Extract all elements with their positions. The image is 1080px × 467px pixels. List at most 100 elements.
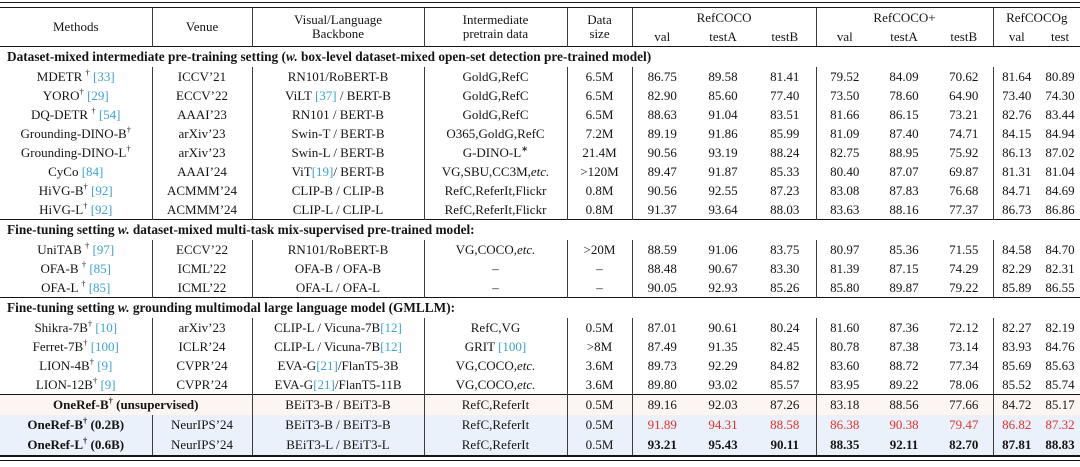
cell-pretrain-data: VG,COCO,etc. [423,240,567,259]
score-cell: 86.82 [992,415,1041,435]
score-cell: 81.60 [815,318,874,337]
score-cell: 88.48 [631,259,692,278]
citation-link[interactable]: [100] [90,338,119,354]
cell-backbone: BEiT3-B / BEiT3-B [251,415,424,435]
cell-data-size: – [566,259,632,278]
header-row-groups: Methods Venue Visual/Language Backbone Inter… [0,8,1080,47]
cell-data-size: 6.5M [566,105,632,124]
cell-pretrain-data: RefC,ReferIt,Flickr [423,200,567,220]
score-cell: 85.99 [770,125,800,141]
cell-pretrain-data: VG,COCO,etc. [423,375,567,395]
sub-header-refcocog-test: test [1040,27,1080,47]
score-cell: 84.69 [1045,182,1075,198]
cell-pretrain-data: GoldG,RefC [423,105,567,124]
asterisk-mark: ∗ [521,143,529,154]
score-cell: 81.31 [992,162,1041,181]
cell-method: Grounding-DINO-B† [20,124,131,141]
cell-venue: arXiv’23 [151,143,252,162]
score-cell: 83.93 [992,337,1041,356]
cell-data-size: 0.8M [566,200,632,220]
score-cell: 90.05 [631,278,692,298]
score-cell: 81.09 [815,124,874,143]
cell-data-size: 3.6M [566,356,632,375]
sub-header-refcoco-plus-testA: testA [873,27,936,47]
citation-link[interactable]: [21] [313,376,335,392]
citation-link[interactable]: [19] [311,163,334,179]
score-cell: 86.75 [631,67,692,86]
table-row: UniTAB † [97] ECCV’22 RN101/RoBERT-B VG,COC… [0,240,1080,259]
table-row: HiVG-B† [92] ACMMM’24 CLIP-B / CLIP-B RefC,… [0,181,1080,200]
score-cell: 78.60 [889,87,919,103]
citation-link[interactable]: [9] [100,376,116,392]
score-cell: 81.04 [1045,163,1075,179]
score-cell: 85.89 [992,278,1041,298]
sub-header-refcoco-testB: testB [754,27,817,47]
dagger-mark: † [83,200,88,211]
citation-link[interactable]: [85] [89,260,111,276]
cell-data-size: 21.4M [566,143,632,162]
citation-link[interactable]: [92] [90,201,113,217]
score-cell: 90.56 [631,143,692,162]
score-cell: 85.63 [1045,357,1075,373]
citation-link[interactable]: [33] [93,68,115,84]
cell-method: UniTAB † [97] [37,240,115,257]
cell-pretrain-data: – [423,278,567,298]
score-cell: 84.94 [1045,125,1075,141]
score-cell: 91.06 [708,241,738,257]
score-cell: 80.24 [770,319,800,335]
citation-link[interactable]: [29] [87,87,109,103]
score-cell: 88.59 [631,240,692,259]
citation-link[interactable]: [85] [88,279,111,295]
score-cell: 89.87 [889,279,919,295]
cell-pretrain-data: RefC,ReferIt [423,394,567,415]
score-cell: 71.55 [949,241,979,257]
citation-link[interactable]: [97] [92,241,115,257]
citation-link[interactable]: [9] [97,357,113,373]
cell-data-size: 6.5M [566,67,632,86]
score-cell: 79.22 [949,279,979,295]
score-cell: 91.86 [708,125,738,141]
citation-link[interactable]: [54] [98,106,121,122]
citation-link[interactable]: [84] [81,163,104,179]
score-cell: 90.56 [631,181,692,200]
score-cell: 82.90 [631,86,692,105]
score-cell: 91.89 [631,415,692,435]
citation-link[interactable]: [92] [91,182,113,198]
cell-backbone: EVA-G[21]/FlanT5-3B [251,356,424,375]
score-cell: 83.60 [815,356,874,375]
score-cell: 90.38 [873,415,936,435]
score-cell: 86.15 [889,106,919,122]
cell-venue: ICML’22 [151,278,252,298]
cell-method: HiVG-B† [92] [38,181,113,198]
cell-pretrain-data: GRIT [100] [423,337,567,356]
score-cell: 87.01 [631,318,692,337]
citation-link[interactable]: [37] [314,87,337,103]
score-cell: 79.52 [815,67,874,86]
cell-method: DQ-DETR † [54] [31,105,121,122]
score-cell: 82.76 [992,105,1041,124]
table-row: Ferret-7B† [100] ICLR’24 CLIP-L / Vicuna-7… [0,337,1080,356]
citation-link[interactable]: [12] [380,338,402,354]
score-cell: 85.69 [992,356,1041,375]
cell-backbone: BEiT3-B / BEiT3-B [251,394,424,415]
dagger-mark: † [81,259,87,270]
score-cell: 74.71 [949,125,979,141]
score-cell: 84.71 [992,181,1041,200]
section-header-row: Dataset-mixed intermediate pre-training … [0,46,1080,67]
cell-pretrain-data: O365,GoldG,RefC [423,124,567,143]
citation-link[interactable]: [10] [95,319,118,335]
citation-link[interactable]: [12] [380,319,402,335]
cell-method: OFA-L † [85] [41,278,111,295]
table-row: Grounding-DINO-L† arXiv’23 Swin-L / BERT-B… [0,143,1080,162]
score-cell: 81.64 [992,67,1041,86]
dagger-mark: † [92,375,98,386]
cell-venue: arXiv’23 [151,318,252,337]
cell-backbone: RN101/RoBERT-B [251,240,424,259]
cell-method: LION-12B† [9] [35,375,116,392]
table-row: CyCo [84] AAAI’24 ViT[19]/ BERT-B VG,SBU,CC… [0,162,1080,181]
citation-link[interactable]: [21] [316,357,338,373]
citation-link[interactable]: [100] [498,338,527,354]
dagger-mark: † [89,356,94,367]
score-cell: 87.02 [1045,144,1075,160]
score-cell: 87.36 [889,319,919,335]
